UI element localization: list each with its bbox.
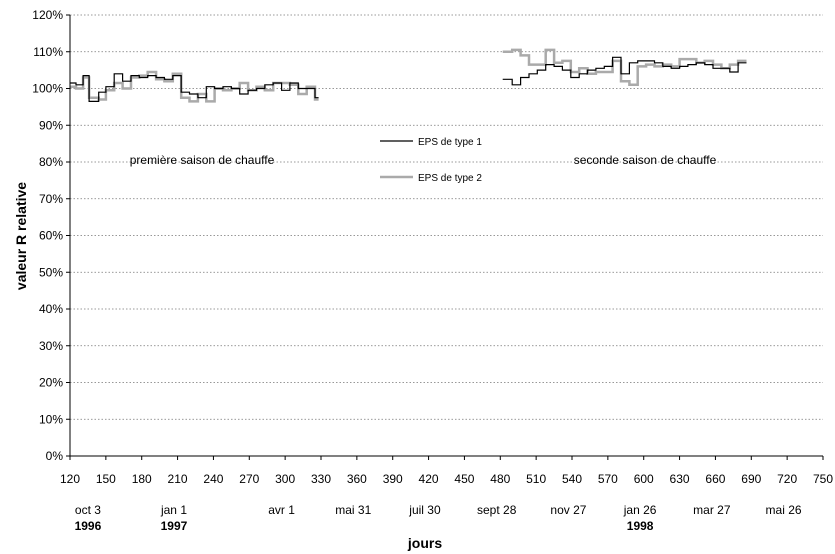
legend-label-type1: EPS de type 1 xyxy=(418,137,482,148)
y-tick-label: 20% xyxy=(39,376,63,390)
x-tick-label: 330 xyxy=(311,472,331,486)
x-tick-label: 630 xyxy=(670,472,690,486)
x-tick-label: 180 xyxy=(132,472,152,486)
year-labels: 1996 1997 1998 xyxy=(75,519,654,533)
x-axis-title: jours xyxy=(407,535,442,551)
series-lines xyxy=(70,48,747,103)
legend-label-type2: EPS de type 2 xyxy=(418,173,482,184)
x-tick-label: 360 xyxy=(347,472,367,486)
series-line-2 xyxy=(502,48,747,87)
date-label: sept 28 xyxy=(477,503,517,517)
x-tick-label: 660 xyxy=(705,472,725,486)
year-label: 1998 xyxy=(627,519,654,533)
y-tick-label: 10% xyxy=(39,412,63,426)
date-label: avr 1 xyxy=(268,503,295,517)
x-tick-label: 510 xyxy=(526,472,546,486)
x-tick-label: 480 xyxy=(490,472,510,486)
x-tick-label: 420 xyxy=(419,472,439,486)
y-axis-title: valeur R relative xyxy=(13,182,29,290)
x-tick-label: 570 xyxy=(598,472,618,486)
x-axis-ticks: 120 150 180 210 240 270 300 330 360 390 420 450 480 5… xyxy=(60,456,833,486)
date-labels: oct 3 jan 1 avr 1 mai 31 juil 30 sept 28 nov 2… xyxy=(75,503,802,517)
date-label: mar 27 xyxy=(693,503,731,517)
y-tick-label: 40% xyxy=(39,302,63,316)
x-tick-label: 690 xyxy=(741,472,761,486)
y-tick-label: 30% xyxy=(39,339,63,353)
y-tick-label: 60% xyxy=(39,229,63,243)
date-label: mai 31 xyxy=(335,503,371,517)
grid-lines xyxy=(70,14,823,420)
x-tick-label: 240 xyxy=(203,472,223,486)
x-tick-label: 450 xyxy=(454,472,474,486)
date-label: mai 26 xyxy=(766,503,802,517)
year-label: 1997 xyxy=(161,519,188,533)
x-tick-label: 390 xyxy=(383,472,403,486)
y-tick-label: 120% xyxy=(32,8,63,22)
x-tick-label: 120 xyxy=(60,472,80,486)
x-tick-label: 540 xyxy=(562,472,582,486)
annotation-first-season: première saison de chauffe xyxy=(130,153,275,167)
x-tick-label: 300 xyxy=(275,472,295,486)
year-label: 1996 xyxy=(75,519,102,533)
series-line-1 xyxy=(70,73,319,102)
date-label: jan 1 xyxy=(160,503,187,517)
y-tick-label: 70% xyxy=(39,192,63,206)
y-tick-label: 0% xyxy=(46,449,64,463)
x-tick-label: 600 xyxy=(634,472,654,486)
y-axis-ticks: 0% 10% 20% 30% 40% 50% 60% 70% 80% 90% 100% 110% 120… xyxy=(32,8,70,463)
x-tick-label: 210 xyxy=(168,472,188,486)
y-tick-label: 90% xyxy=(39,118,63,132)
y-tick-label: 50% xyxy=(39,265,63,279)
series-line-1 xyxy=(502,56,747,86)
y-tick-label: 80% xyxy=(39,155,63,169)
x-tick-label: 720 xyxy=(777,472,797,486)
x-tick-label: 750 xyxy=(813,472,833,486)
date-label: jan 26 xyxy=(623,503,657,517)
annotation-second-season: seconde saison de chauffe xyxy=(574,153,717,167)
x-tick-label: 150 xyxy=(96,472,116,486)
legend: EPS de type 1 EPS de type 2 xyxy=(380,137,482,184)
x-tick-label: 270 xyxy=(239,472,259,486)
y-tick-label: 100% xyxy=(32,82,63,96)
date-label: juil 30 xyxy=(408,503,441,517)
date-label: nov 27 xyxy=(550,503,586,517)
y-tick-label: 110% xyxy=(33,45,63,59)
date-label: oct 3 xyxy=(75,503,101,517)
